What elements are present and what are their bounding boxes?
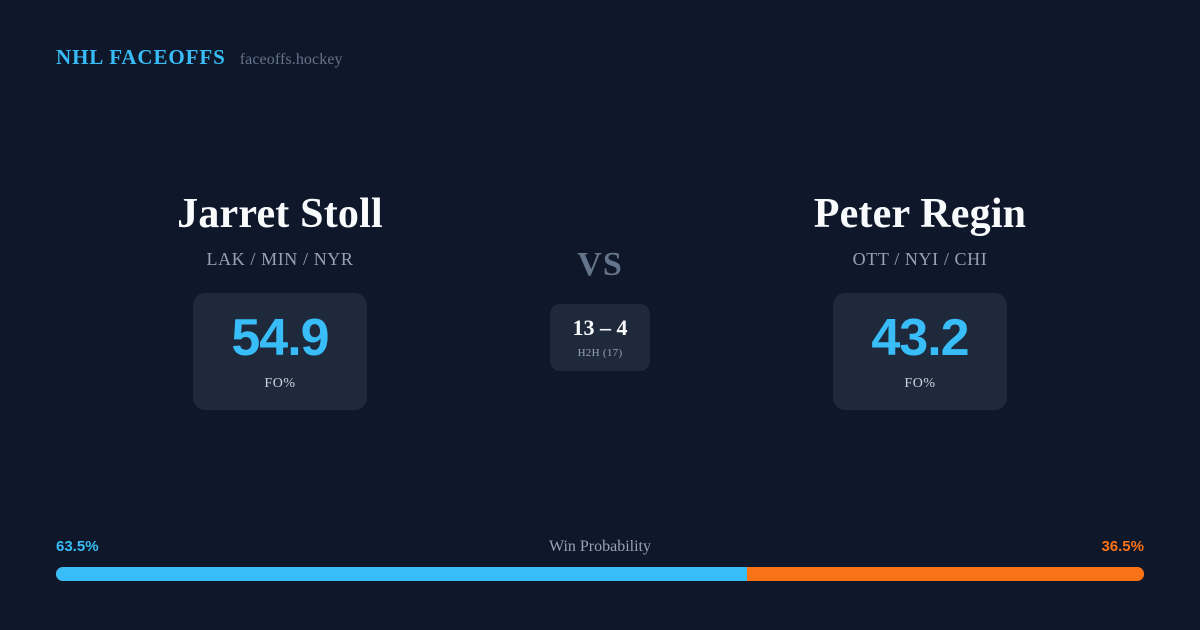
head-to-head-score: 13 – 4 [572,314,628,340]
site-header: NHL FACEOFFS faceoffs.hockey [56,47,343,68]
win-probability-title: Win Probability [548,538,651,555]
brand-title: NHL FACEOFFS [56,45,226,69]
win-probability-left-pct: 63.5% [56,538,99,555]
matchup-section: Jarret Stoll LAK / MIN / NYR 54.9 FO% VS… [0,190,1200,411]
site-domain-label: faceoffs.hockey [239,51,343,68]
player-teams-left: LAK / MIN / NYR [206,249,354,270]
versus-label: VS [577,246,623,283]
head-to-head-label: H2H (17) [577,346,623,359]
stat-card-right: 43.2 FO% [833,293,1007,411]
win-probability-section: 63.5% Win Probability 36.5% [56,537,1144,581]
player-card-left: Jarret Stoll LAK / MIN / NYR 54.9 FO% [50,190,510,411]
versus-column: VS 13 – 4 H2H (17) [510,190,690,371]
stat-card-left: 54.9 FO% [193,293,367,411]
win-probability-bar-right-segment [746,567,1144,581]
win-probability-labels: 63.5% Win Probability 36.5% [56,537,1144,557]
player-name-right: Peter Regin [813,191,1027,237]
head-to-head-box: 13 – 4 H2H (17) [550,304,650,371]
player-teams-right: OTT / NYI / CHI [852,249,988,270]
faceoff-pct-label-left: FO% [264,375,296,391]
win-probability-bar-left-segment [56,567,747,581]
win-probability-right-pct: 36.5% [1101,538,1144,555]
faceoff-pct-value-right: 43.2 [871,308,969,367]
faceoff-pct-label-right: FO% [904,375,936,391]
win-probability-bar [56,567,1144,581]
player-card-right: Peter Regin OTT / NYI / CHI 43.2 FO% [690,190,1150,411]
player-name-left: Jarret Stoll [177,191,383,237]
faceoff-pct-value-left: 54.9 [231,308,329,367]
